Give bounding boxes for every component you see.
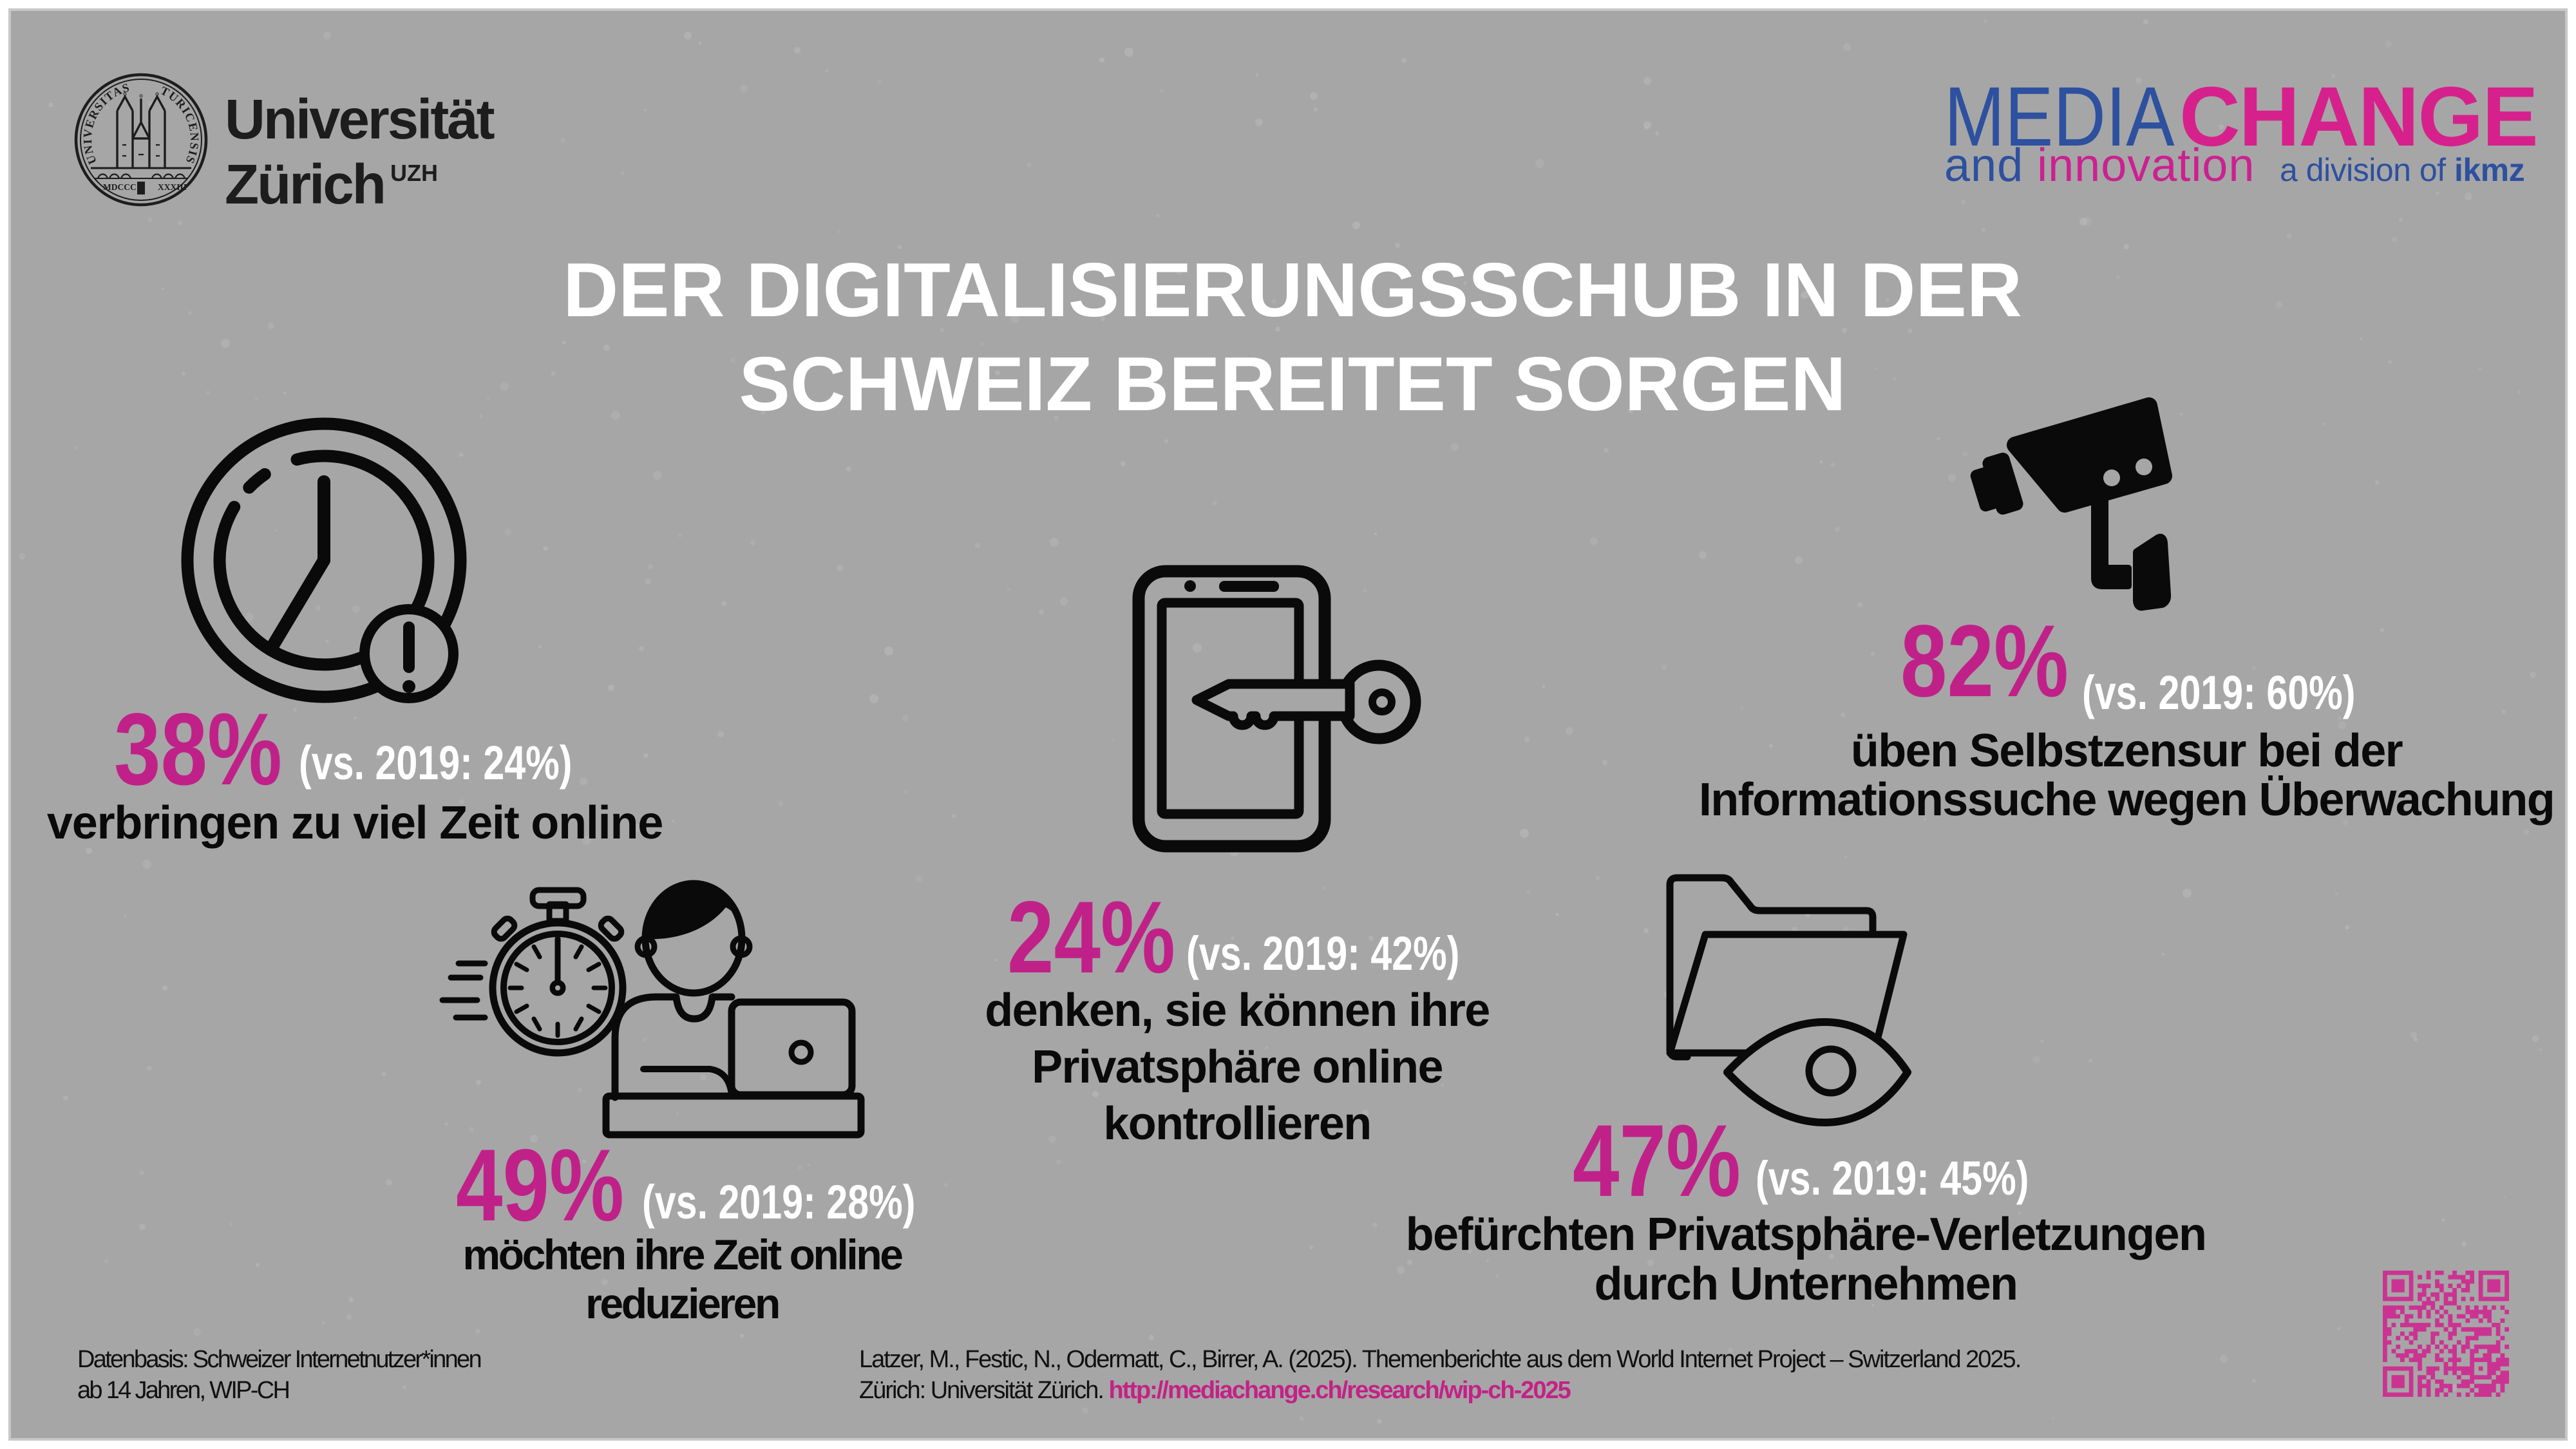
svg-text:a division of ikmz: a division of ikmz <box>2280 152 2524 188</box>
svg-text:MDCCC: MDCCC <box>103 182 137 192</box>
svg-text:Zürich: Zürich <box>225 153 384 216</box>
svg-text:Universität: Universität <box>225 88 495 151</box>
svg-text:XXXIII: XXXIII <box>158 182 187 192</box>
svg-text:and innovation: and innovation <box>1944 140 2255 191</box>
svg-text:MEDIA: MEDIA <box>1944 69 2175 164</box>
svg-text:UZH: UZH <box>390 160 438 186</box>
svg-text:CHANGE: CHANGE <box>2179 69 2537 164</box>
svg-text:UNIVERSITAS: UNIVERSITAS <box>82 81 132 166</box>
